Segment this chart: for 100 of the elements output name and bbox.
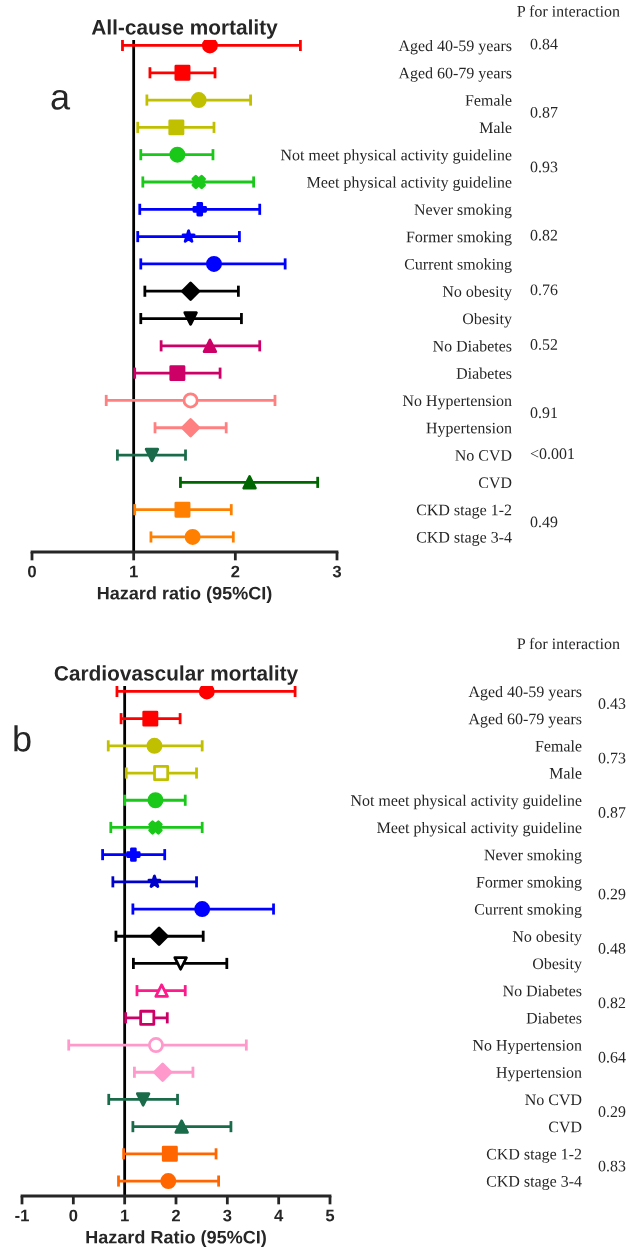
point bbox=[198, 686, 215, 700]
point bbox=[153, 765, 170, 782]
text: 0.43 bbox=[598, 698, 626, 710]
point bbox=[194, 901, 211, 918]
point bbox=[135, 1092, 151, 1107]
point bbox=[174, 64, 191, 81]
category-label: CKD stage 3-4 bbox=[486, 1175, 582, 1191]
category-label: CKD stage 1-2 bbox=[416, 504, 512, 519]
category-label: Aged 60-79 years bbox=[468, 713, 582, 728]
x-tick-label: 0 bbox=[28, 565, 36, 578]
point bbox=[191, 174, 206, 190]
point bbox=[147, 874, 162, 888]
category-label: Obesity bbox=[462, 312, 512, 328]
point bbox=[146, 737, 163, 754]
annotation: b bbox=[14, 725, 31, 752]
category-label: Aged 60-79 years bbox=[398, 67, 512, 82]
text: 0.87 bbox=[598, 807, 626, 818]
category-label: Male bbox=[479, 121, 512, 134]
category-label: No Diabetes bbox=[433, 340, 512, 352]
point bbox=[161, 1145, 178, 1162]
point bbox=[192, 202, 207, 217]
x-tick-label: 0 bbox=[69, 1209, 78, 1222]
category-label: CKD stage 3-4 bbox=[416, 531, 512, 546]
x-tick-label: 2 bbox=[231, 565, 240, 578]
point bbox=[154, 983, 169, 998]
text: 0.76 bbox=[530, 284, 558, 296]
point bbox=[242, 475, 257, 490]
category-label: Hypertension bbox=[426, 422, 512, 437]
x-tick-label: 1 bbox=[121, 1209, 129, 1222]
category-label: Hypertension bbox=[496, 1067, 582, 1082]
x-axis-title: Hazard Ratio (95%CI) bbox=[86, 1230, 266, 1248]
point bbox=[169, 146, 186, 163]
text: 0.84 bbox=[530, 38, 558, 50]
point bbox=[201, 40, 218, 54]
x-axis-title: Hazard ratio (95%CI) bbox=[97, 586, 272, 604]
text: 0.73 bbox=[598, 752, 626, 764]
point bbox=[202, 338, 218, 354]
chart-title: All-cause mortality bbox=[91, 19, 278, 39]
category-label: No Diabetes bbox=[503, 985, 582, 997]
x-tick-label: 1 bbox=[130, 565, 138, 578]
category-label: Never smoking bbox=[414, 203, 512, 219]
point bbox=[180, 418, 201, 438]
point bbox=[168, 119, 185, 136]
category-label: Male bbox=[549, 767, 582, 779]
x-tick-label: -1 bbox=[15, 1209, 29, 1222]
text: 0.29 bbox=[598, 888, 626, 900]
point bbox=[144, 447, 160, 463]
text: P for interaction bbox=[517, 637, 620, 650]
point bbox=[126, 847, 141, 862]
x-tick-label: 5 bbox=[325, 1209, 335, 1222]
category-label: No Hypertension bbox=[402, 395, 512, 410]
category-label: Diabetes bbox=[526, 1012, 582, 1024]
category-label: CVD bbox=[478, 477, 512, 489]
text: 0.64 bbox=[598, 1051, 626, 1063]
text: 0.93 bbox=[530, 161, 558, 173]
category-label: Never smoking bbox=[484, 849, 582, 864]
category-label: Obesity bbox=[532, 957, 582, 973]
category-label: No CVD bbox=[455, 450, 512, 461]
category-label: Female bbox=[465, 94, 512, 106]
category-label: Diabetes bbox=[456, 367, 512, 379]
point bbox=[148, 820, 163, 835]
point bbox=[180, 281, 201, 301]
annotation: a bbox=[51, 89, 71, 110]
category-label: No obesity bbox=[512, 930, 582, 946]
text: 0.91 bbox=[530, 407, 557, 419]
category-label: Meet physical activity guideline bbox=[307, 176, 512, 191]
point bbox=[181, 229, 196, 243]
point bbox=[206, 255, 222, 272]
category-label: Current smoking bbox=[474, 903, 582, 919]
x-tick-label: 3 bbox=[332, 565, 342, 578]
category-label: Female bbox=[535, 740, 582, 752]
point bbox=[182, 392, 199, 409]
point bbox=[174, 501, 191, 518]
point bbox=[184, 529, 201, 545]
point bbox=[174, 1119, 189, 1134]
x-tick-label: 3 bbox=[223, 1209, 232, 1222]
text: 0.87 bbox=[530, 106, 558, 118]
point bbox=[142, 710, 159, 727]
text: 0.29 bbox=[598, 1106, 626, 1118]
category-label: Not meet physical activity guideline bbox=[350, 794, 582, 810]
point bbox=[160, 1173, 177, 1190]
text: <0.001 bbox=[530, 448, 574, 460]
category-label: No Hypertension bbox=[472, 1039, 582, 1055]
text: P for interaction bbox=[517, 5, 620, 17]
category-label: CKD stage 1-2 bbox=[486, 1148, 582, 1163]
text: 0.49 bbox=[530, 516, 558, 528]
chart-title: Cardiovascular mortality bbox=[54, 665, 299, 685]
text: 0.83 bbox=[598, 1160, 626, 1172]
category-label: Former smoking bbox=[406, 231, 512, 246]
x-tick-label: 4 bbox=[274, 1209, 284, 1222]
category-label: Not meet physical activity guideline bbox=[280, 149, 512, 164]
category-label: Former smoking bbox=[476, 876, 582, 891]
point bbox=[148, 1037, 164, 1054]
category-label: Current smoking bbox=[404, 258, 512, 273]
point bbox=[139, 1009, 156, 1026]
text: 0.82 bbox=[598, 997, 626, 1009]
x-tick-label: 2 bbox=[171, 1209, 180, 1222]
category-label: Meet physical activity guideline bbox=[377, 821, 582, 837]
point bbox=[147, 792, 164, 809]
point bbox=[149, 926, 169, 946]
